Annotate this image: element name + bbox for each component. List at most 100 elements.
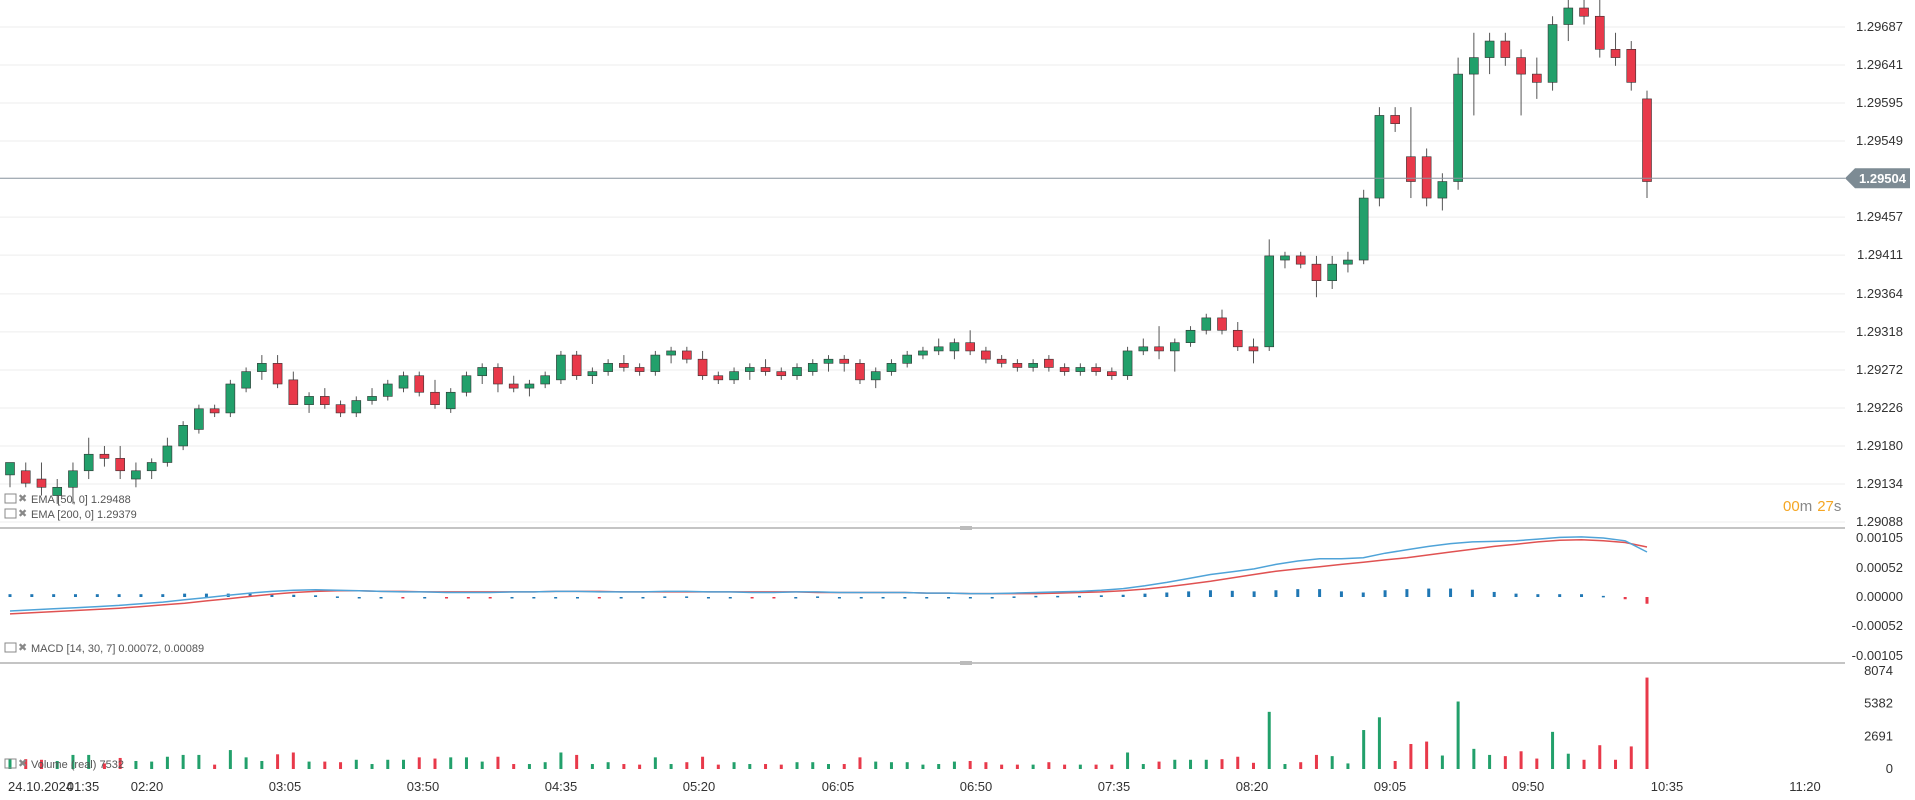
macd-histogram-bar: [1165, 592, 1169, 597]
macd-histogram-bar: [903, 597, 907, 599]
close-icon[interactable]: ✖: [18, 758, 27, 770]
close-icon[interactable]: ✖: [18, 508, 27, 520]
drag-handle-icon[interactable]: [960, 526, 972, 530]
macd-histogram-bar: [204, 593, 208, 597]
macd-histogram-bar: [532, 597, 536, 599]
candle-body: [68, 470, 78, 488]
volume-bar: [24, 759, 28, 769]
candle-body: [241, 371, 251, 389]
candle-body: [1201, 317, 1212, 331]
price-axis-label: 1.29411: [1857, 247, 1903, 262]
candle-body: [5, 462, 15, 476]
candle-body: [571, 354, 582, 377]
macd-histogram-bar: [1558, 594, 1562, 597]
candle-body: [1059, 367, 1070, 372]
macd-histogram-bar: [52, 594, 56, 597]
price-axis-label: 1.29641: [1856, 57, 1903, 72]
macd-histogram-bar: [1645, 597, 1649, 604]
candle-body: [414, 375, 425, 393]
macd-legend[interactable]: ✖ MACD [14, 30, 7] 0.00072, 0.00089: [4, 642, 204, 655]
ema-legend-row-2[interactable]: ✖ EMA [200, 0] 1.29379: [4, 508, 137, 521]
candle-body: [760, 367, 771, 372]
ema-200-label: EMA [200, 0] 1.29379: [31, 509, 137, 521]
candle-body: [1044, 358, 1054, 368]
volume-bar: [653, 757, 657, 769]
time-axis-label: 10:35: [1651, 779, 1684, 794]
ema-legend-row-1[interactable]: ✖ EMA [50, 0] 1.29488: [4, 493, 131, 506]
macd-histogram-bar: [248, 593, 252, 597]
time-axis-label: 07:35: [1098, 779, 1131, 794]
volume-bar: [1220, 759, 1224, 769]
volume-legend[interactable]: ✖ Volume (real) 7532: [4, 758, 124, 771]
close-icon[interactable]: ✖: [18, 493, 27, 505]
candle-body: [1610, 49, 1621, 58]
candle-body: [949, 342, 960, 352]
price-axis-label: 1.29457: [1856, 209, 1903, 224]
volume-bar: [701, 756, 705, 769]
volume-bar: [1472, 748, 1476, 769]
candle-body: [194, 408, 204, 430]
price-axis-label: 1.29180: [1856, 438, 1903, 453]
current-price-tag: [1845, 168, 1910, 189]
candle-body: [1453, 73, 1463, 182]
candle-body: [367, 396, 377, 401]
volume-bar: [1283, 764, 1287, 769]
volume-bar: [905, 762, 909, 769]
volume-bar: [874, 761, 878, 769]
price-axis-label: 1.29318: [1856, 324, 1903, 339]
collapse-icon[interactable]: [4, 493, 17, 504]
volume-bar: [1645, 677, 1649, 769]
price-axis-label: 1.29088: [1856, 514, 1903, 529]
candle-body: [729, 371, 739, 381]
macd-histogram-bar: [1536, 594, 1540, 597]
volume-bar: [1189, 759, 1193, 769]
candle-body: [398, 375, 409, 389]
volume-bar: [889, 762, 893, 769]
close-icon[interactable]: ✖: [18, 642, 27, 654]
volume-bar: [1314, 754, 1318, 769]
candle-body: [83, 453, 94, 472]
collapse-icon[interactable]: [4, 758, 17, 769]
volume-bar: [150, 761, 154, 769]
candle-body: [1107, 371, 1117, 377]
timer-minutes-unit: m: [1800, 498, 1813, 515]
candle-body: [587, 371, 598, 377]
drag-handle-icon[interactable]: [960, 661, 972, 665]
candle-body: [619, 363, 629, 368]
candle-body: [304, 396, 314, 405]
macd-histogram-bar: [379, 597, 383, 599]
candle-body: [430, 391, 440, 405]
macd-histogram-bar: [1099, 595, 1103, 597]
macd-histogram-bar: [510, 597, 514, 599]
macd-histogram-bar: [292, 594, 296, 597]
collapse-icon[interactable]: [4, 508, 17, 519]
candle-body: [933, 346, 944, 352]
volume-bar: [1566, 753, 1570, 769]
volume-bar: [779, 764, 783, 769]
volume-bar: [402, 759, 406, 769]
current-price-value: 1.29504: [1859, 171, 1907, 186]
volume-bar: [1031, 764, 1035, 769]
macd-histogram-bar: [161, 594, 165, 597]
candle-body: [508, 383, 519, 389]
candle-body: [870, 371, 881, 381]
candle-body: [965, 342, 975, 352]
macd-histogram-bar: [575, 597, 579, 599]
ema-legend: ✖ EMA [50, 0] 1.29488 ✖ EMA [200, 0] 1.2…: [4, 493, 137, 521]
macd-histogram-bar: [30, 594, 34, 597]
collapse-icon[interactable]: [4, 642, 17, 653]
volume-bar: [559, 752, 563, 769]
time-axis-label: 24.10.2024: [8, 779, 73, 794]
volume-bar: [1425, 741, 1429, 769]
macd-histogram-bar: [1296, 589, 1300, 597]
volume-axis-label: 8074: [1864, 663, 1893, 678]
candle-body: [257, 363, 267, 372]
candle-body: [666, 350, 676, 356]
time-axis-label: 08:20: [1236, 779, 1269, 794]
volume-bar: [921, 764, 925, 769]
time-axis-label: 02:20: [131, 779, 164, 794]
candle-body: [225, 383, 236, 414]
volume-bar: [1015, 764, 1019, 769]
candle-body: [1547, 24, 1558, 83]
